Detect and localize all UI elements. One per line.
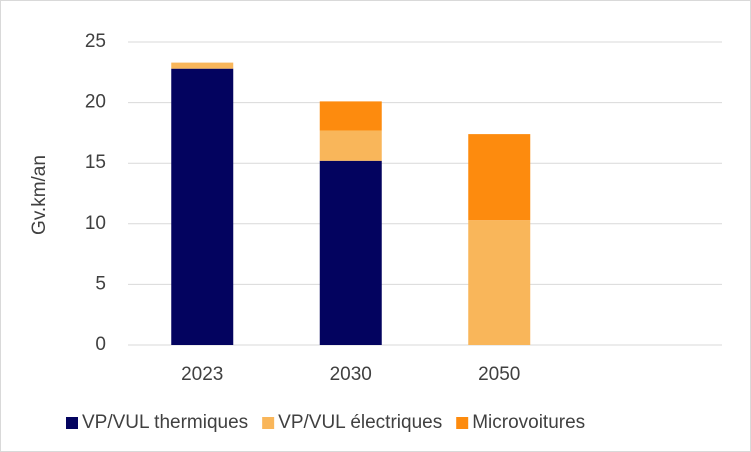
legend-swatch [262, 417, 275, 429]
bar-segment [468, 134, 531, 221]
legend-label: Microvoitures [472, 412, 585, 433]
y-tick-label: 20 [85, 92, 106, 113]
x-tick-label: 2050 [478, 364, 520, 385]
y-tick-label: 10 [85, 213, 106, 234]
y-tick-label: 15 [85, 152, 106, 173]
legend-swatch [456, 417, 469, 429]
legend-label: VP/VUL thermiques [82, 412, 248, 433]
bar-segment [319, 101, 382, 131]
bar-segment [468, 220, 531, 345]
x-tick-label: 2023 [181, 364, 223, 385]
legend-swatch [66, 417, 78, 429]
bar-segment [319, 130, 382, 161]
y-axis-label: Gv.km/an [29, 155, 50, 235]
x-tick-label: 2030 [330, 364, 372, 385]
bar-segment [171, 68, 234, 345]
bar-segment [319, 160, 382, 345]
legend-label: VP/VUL électriques [278, 412, 442, 433]
y-tick-label: 0 [95, 334, 106, 355]
bar-segment [171, 62, 234, 69]
y-tick-label: 25 [85, 31, 106, 52]
y-tick-label: 5 [95, 273, 106, 294]
